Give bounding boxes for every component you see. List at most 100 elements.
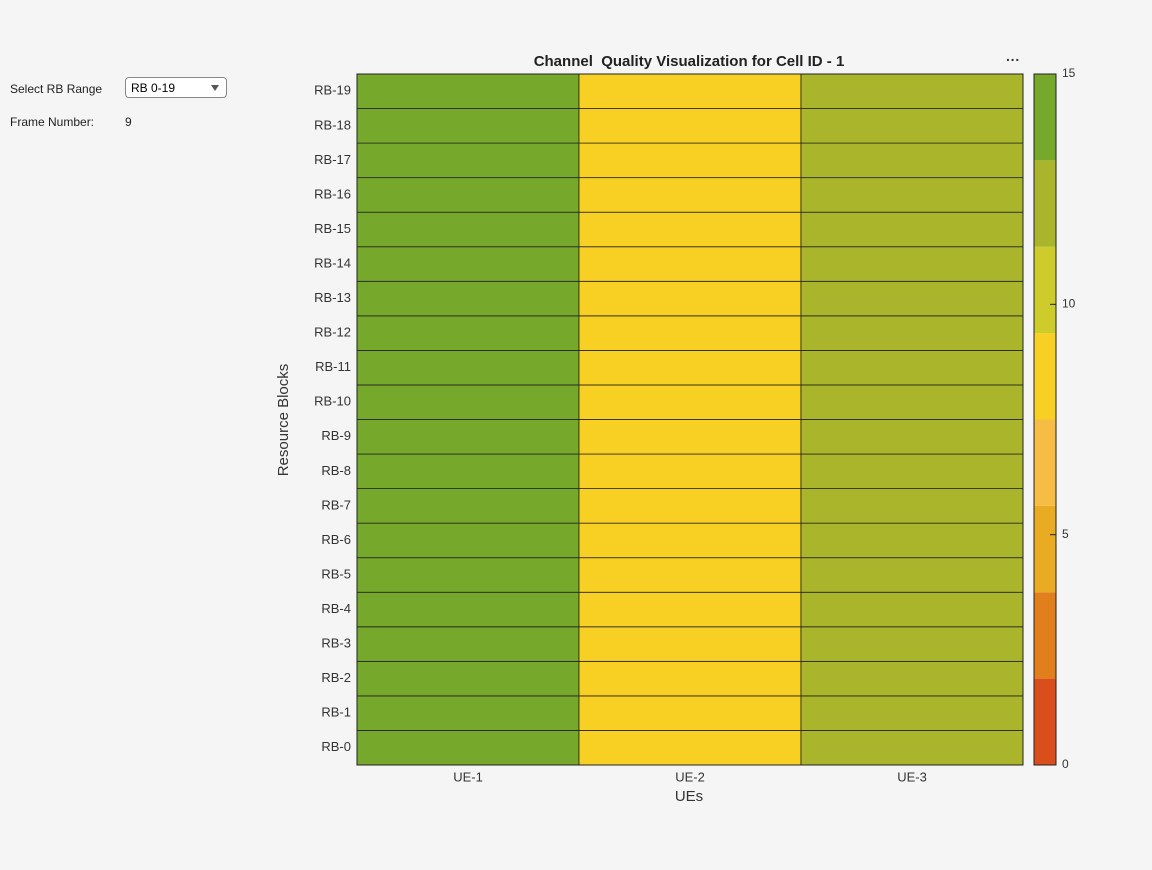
chart-title: Channel Quality Visualization for Cell I… — [534, 53, 845, 70]
y-tick-label: RB-14 — [314, 255, 351, 270]
heatmap-cell — [356, 315, 580, 351]
heatmap-cell — [356, 488, 580, 524]
more-menu[interactable]: ··· — [1006, 52, 1020, 68]
x-tick-label: UE-3 — [897, 769, 927, 784]
y-tick-label: RB-13 — [314, 290, 351, 305]
colorbar-segment — [1034, 333, 1056, 420]
heatmap-cell — [578, 419, 802, 455]
heatmap-cell — [800, 246, 1024, 282]
heatmap-cell — [356, 557, 580, 593]
heatmap-cell — [800, 280, 1024, 317]
y-tick-label: RB-16 — [314, 186, 351, 201]
heatmap-cell — [578, 522, 802, 559]
x-tick-label: UE-2 — [675, 769, 705, 784]
heatmap-cell — [578, 142, 802, 179]
colorbar-segment — [1034, 592, 1056, 679]
heatmap-cell — [578, 246, 802, 282]
y-tick-label: RB-11 — [315, 359, 351, 374]
colorbar-segment — [1034, 678, 1056, 765]
plot-frame — [356, 73, 1024, 766]
y-tick-label: RB-5 — [321, 566, 351, 581]
y-axis-label: Resource Blocks — [275, 364, 292, 477]
heatmap-cell — [356, 730, 580, 766]
heatmap-cell — [578, 315, 802, 351]
heatmap-cell — [800, 488, 1024, 524]
heatmap-cell — [578, 626, 802, 662]
colorbar-frame — [1033, 73, 1057, 766]
frame-value: 9 — [125, 115, 132, 129]
colorbar-segment — [1034, 74, 1056, 161]
rb-range-value: RB 0-19 — [131, 81, 176, 95]
heatmap-cell — [578, 73, 802, 109]
heatmap-cell — [356, 591, 580, 628]
y-tick-label: RB-18 — [314, 117, 351, 132]
heatmap-cell — [800, 453, 1024, 489]
x-axis-label: UEs — [675, 788, 703, 805]
heatmap-cell — [578, 108, 802, 144]
colorbar-tick-label: 10 — [1062, 297, 1076, 311]
heatmap-cell — [578, 488, 802, 524]
heatmap-cell — [356, 419, 580, 455]
heatmap-cell — [578, 695, 802, 731]
y-tick-label: RB-4 — [321, 601, 351, 616]
heatmap-cell — [800, 626, 1024, 662]
heatmap-cell — [800, 591, 1024, 628]
colorbar-segment — [1034, 419, 1056, 506]
heatmap-cell — [578, 453, 802, 489]
y-tick-label: RB-2 — [321, 670, 351, 685]
heatmap-cell — [800, 384, 1024, 420]
y-tick-label: RB-3 — [321, 636, 351, 651]
colorbar-segment — [1034, 246, 1056, 334]
heatmap-cell — [578, 211, 802, 248]
heatmap-cell — [356, 142, 580, 179]
y-tick-label: RB-1 — [321, 705, 351, 720]
y-tick-label: RB-8 — [321, 463, 351, 478]
heatmap-cell — [800, 419, 1024, 455]
y-tick-label: RB-12 — [314, 325, 351, 340]
heatmap-cell — [800, 73, 1024, 109]
heatmap-cell — [356, 177, 580, 213]
y-tick-label: RB-9 — [321, 428, 351, 443]
heatmap-cell — [578, 177, 802, 213]
heatmap-cell — [800, 695, 1024, 731]
heatmap-cell — [356, 384, 580, 420]
x-tick-label: UE-1 — [453, 769, 483, 784]
heatmap-cell — [356, 246, 580, 282]
heatmap-cell — [578, 384, 802, 420]
heatmap-cell — [356, 349, 580, 386]
colorbar-tick-label: 15 — [1062, 66, 1076, 80]
heatmap-cell — [578, 280, 802, 317]
heatmap-cell — [800, 177, 1024, 213]
y-tick-label: RB-10 — [314, 394, 351, 409]
heatmap-cell — [356, 453, 580, 489]
heatmap-cell — [800, 108, 1024, 144]
frame-label: Frame Number: — [10, 115, 95, 129]
heatmap-cell — [356, 695, 580, 731]
heatmap-cell — [800, 522, 1024, 559]
heatmap-cell — [578, 660, 802, 697]
heatmap-cell — [800, 211, 1024, 248]
heatmap-cell — [578, 730, 802, 766]
y-tick-label: RB-17 — [314, 152, 351, 167]
rb-range-dropdown[interactable]: RB 0-19 — [125, 77, 227, 98]
colorbar-segment — [1034, 505, 1056, 593]
heatmap-cell — [578, 591, 802, 628]
heatmap-cell — [578, 557, 802, 593]
heatmap-cell — [356, 108, 580, 144]
colorbar-segment — [1034, 160, 1056, 247]
heatmap-cell — [800, 142, 1024, 179]
y-tick-label: RB-7 — [321, 497, 351, 512]
y-tick-label: RB-19 — [314, 83, 351, 98]
heatmap-cell — [356, 522, 580, 559]
heatmap-cell — [800, 557, 1024, 593]
heatmap-cell — [356, 660, 580, 697]
heatmap-cell — [356, 280, 580, 317]
heatmap-cell — [800, 349, 1024, 386]
y-tick-label: RB-0 — [321, 739, 351, 754]
y-tick-label: RB-6 — [321, 532, 351, 547]
dropdown-arrow — [211, 85, 219, 91]
heatmap-cell — [800, 660, 1024, 697]
rb-range-label: Select RB Range — [10, 82, 103, 96]
heatmap-cell — [800, 315, 1024, 351]
heatmap-cell — [800, 730, 1024, 766]
